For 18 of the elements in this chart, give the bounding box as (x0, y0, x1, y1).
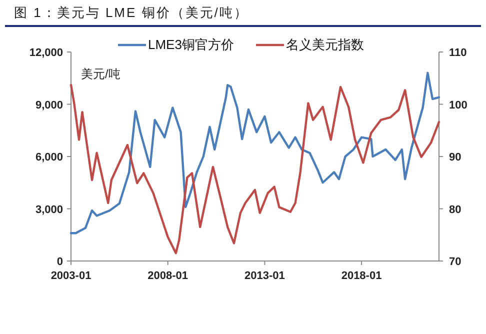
legend-label: LME3铜官方价 (148, 37, 234, 52)
y2-tick-label: 80 (449, 204, 462, 216)
y-tick-label: 9,000 (35, 99, 63, 112)
ylabel: 美元/吨 (81, 67, 120, 81)
y2-tick-label: 90 (449, 152, 462, 164)
y-tick-label: 0 (56, 256, 63, 268)
y-tick-label: 6,000 (35, 152, 63, 164)
x-tick-label: 2008-01 (148, 270, 188, 282)
y2-tick-label: 100 (449, 99, 468, 112)
title: 图 1：美元与 LME 铜价（美元/吨） (14, 5, 248, 20)
y2-tick-label: 110 (449, 47, 467, 59)
y-tick-label: 3,000 (35, 204, 63, 216)
y-tick-label: 12,000 (29, 47, 63, 59)
legend-label: 名义美元指数 (286, 37, 364, 52)
x-tick-label: 2013-01 (244, 270, 285, 282)
x-tick-label: 2003-01 (50, 270, 92, 282)
y2-tick-label: 70 (449, 256, 462, 268)
x-tick-label: 2018-01 (341, 270, 382, 282)
